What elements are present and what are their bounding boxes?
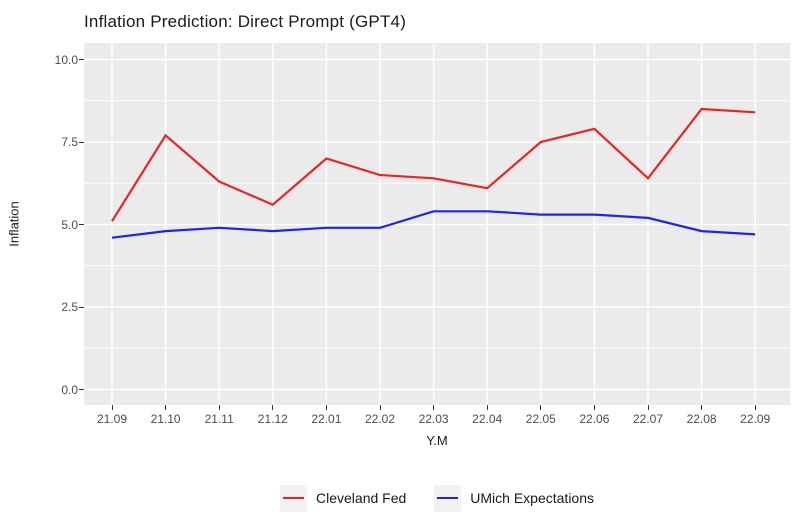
y-tick-mark	[79, 306, 84, 308]
y-tick-label: 0.0	[61, 382, 78, 397]
legend-item-cleveland-fed: Cleveland Fed	[280, 484, 407, 512]
x-tick-mark	[218, 405, 220, 410]
chart-legend: Cleveland Fed UMich Expectations	[84, 482, 790, 514]
x-tick-mark	[754, 405, 756, 410]
x-tick-label: 22.02	[364, 412, 396, 426]
x-tick-label: 22.03	[418, 412, 449, 426]
x-tick-mark	[433, 405, 435, 410]
x-tick-label: 22.01	[311, 412, 342, 426]
y-tick-mark	[79, 224, 84, 225]
y-tick-label: 10.0	[54, 52, 78, 67]
x-axis-title: Y.M	[426, 433, 448, 448]
plot-panel	[84, 43, 790, 405]
x-tick-label: 22.06	[579, 412, 610, 426]
x-tick-label: 22.04	[472, 412, 503, 426]
x-tick-mark	[165, 405, 167, 410]
x-tick-mark	[111, 405, 113, 410]
legend-label: UMich Expectations	[470, 490, 594, 506]
y-tick-label: 7.5	[61, 135, 78, 149]
legend-key-red-line-icon	[280, 484, 307, 512]
x-tick-label: 22.05	[525, 412, 556, 426]
x-tick-label: 22.09	[740, 412, 771, 426]
x-tick-mark	[325, 405, 327, 410]
y-tick-mark	[79, 389, 84, 390]
x-tick-label: 21.11	[204, 412, 234, 426]
y-tick-mark	[79, 141, 84, 143]
y-tick-label: 5.0	[61, 217, 78, 232]
x-tick-mark	[701, 405, 703, 410]
x-tick-mark	[540, 405, 542, 410]
y-tick-label: 2.5	[61, 300, 78, 314]
x-tick-label: 21.09	[96, 412, 128, 426]
y-tick-mark	[79, 59, 84, 60]
x-tick-mark	[272, 405, 274, 410]
legend-key-blue-line-icon	[434, 484, 462, 512]
series-line-cleveland-fed	[111, 107, 756, 222]
legend-label: Cleveland Fed	[316, 490, 407, 506]
x-tick-label: 22.07	[632, 412, 664, 426]
x-tick-mark	[379, 405, 381, 410]
y-axis-title: Inflation	[6, 201, 22, 247]
x-tick-label: 21.12	[257, 412, 288, 426]
x-tick-label: 21.10	[150, 412, 181, 426]
legend-item-umich-expectations: UMich Expectations	[434, 484, 594, 512]
x-tick-mark	[593, 405, 595, 410]
x-tick-mark	[647, 405, 649, 410]
x-tick-label: 22.08	[686, 412, 717, 426]
series-line-umich-expectations	[111, 210, 756, 239]
chart-title: Inflation Prediction: Direct Prompt (GPT…	[84, 12, 407, 31]
x-tick-mark	[486, 405, 488, 410]
plot-area-svg	[84, 43, 790, 405]
